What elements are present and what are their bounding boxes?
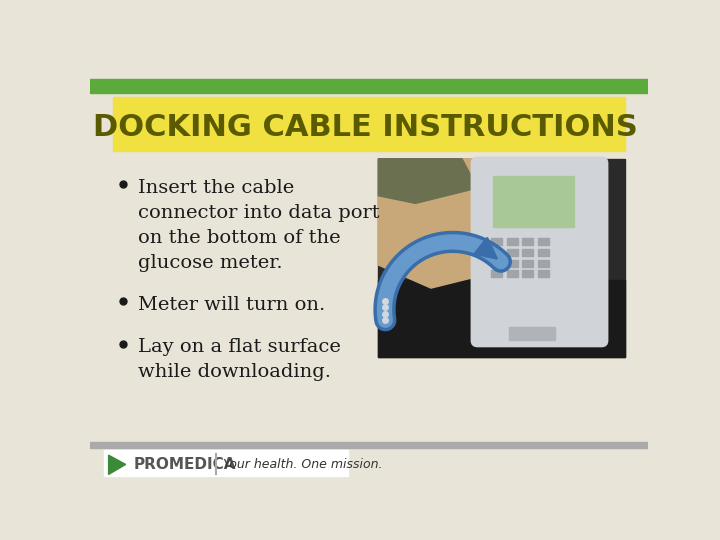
Bar	[90, 79, 648, 92]
Bar	[508, 327, 555, 340]
Bar	[523, 260, 534, 267]
Text: DOCKING CABLE INSTRUCTIONS: DOCKING CABLE INSTRUCTIONS	[93, 113, 637, 143]
Bar	[113, 97, 625, 151]
Text: PROMEDICA: PROMEDICA	[133, 457, 236, 472]
Text: Meter will turn on.: Meter will turn on.	[138, 296, 325, 314]
Bar	[523, 271, 534, 278]
Bar	[378, 159, 625, 357]
Bar	[492, 249, 503, 256]
Text: Your health. One mission.: Your health. One mission.	[223, 458, 383, 471]
Bar	[492, 260, 503, 267]
Bar	[378, 280, 625, 357]
Polygon shape	[378, 159, 477, 204]
Bar	[507, 249, 518, 256]
Polygon shape	[109, 455, 126, 475]
Bar	[104, 450, 348, 476]
Bar	[523, 249, 534, 256]
Bar	[492, 271, 503, 278]
Bar	[507, 238, 518, 245]
Text: Lay on a flat surface
while downloading.: Lay on a flat surface while downloading.	[138, 338, 341, 381]
Text: Insert the cable
connector into data port
on the bottom of the
glucose meter.: Insert the cable connector into data por…	[138, 179, 379, 272]
Polygon shape	[378, 159, 524, 288]
FancyBboxPatch shape	[472, 157, 608, 347]
Bar	[538, 249, 549, 256]
Bar	[493, 177, 575, 226]
Bar	[507, 260, 518, 267]
Bar	[523, 238, 534, 245]
Bar	[492, 238, 503, 245]
Bar	[538, 238, 549, 245]
Bar	[538, 260, 549, 267]
Bar	[538, 271, 549, 278]
Bar	[90, 442, 648, 448]
Bar	[507, 271, 518, 278]
